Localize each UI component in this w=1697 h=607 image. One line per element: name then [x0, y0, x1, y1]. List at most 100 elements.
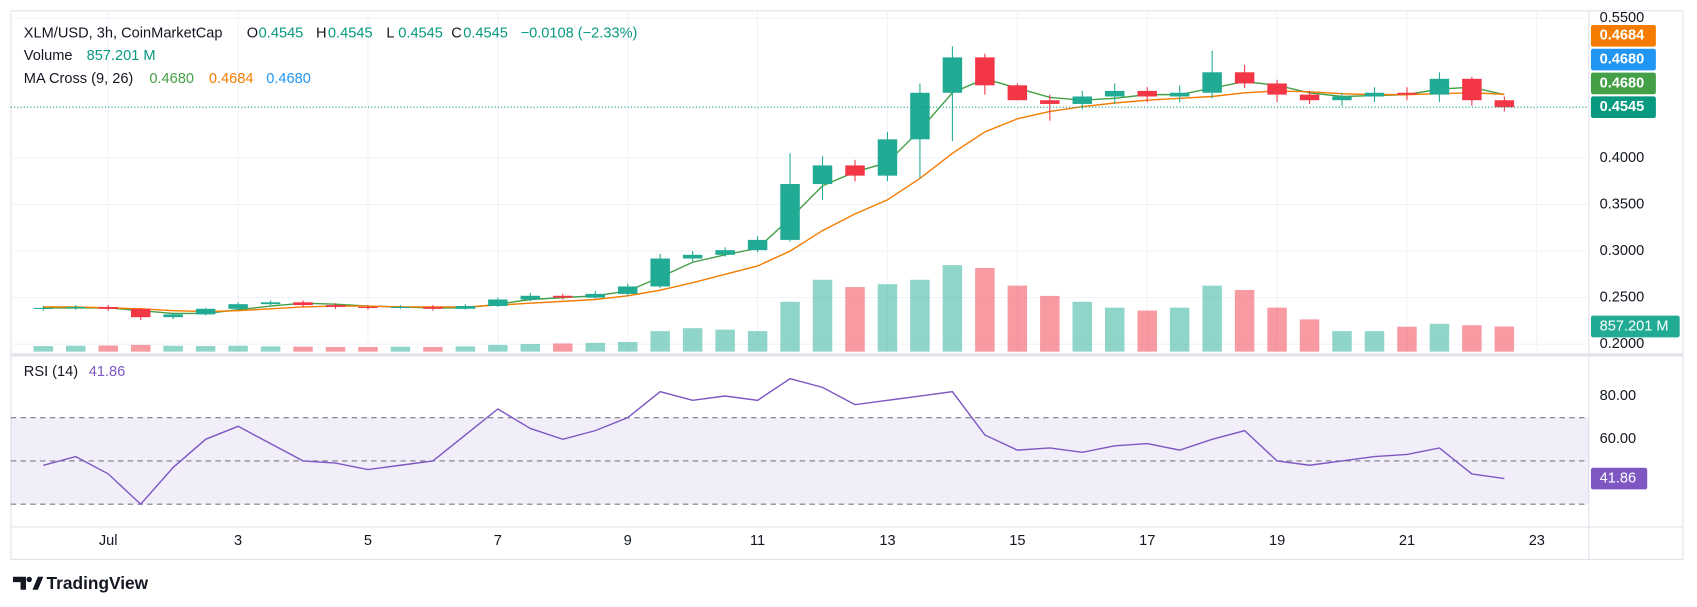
volume-bar — [1462, 325, 1482, 352]
volume-bar — [1072, 301, 1093, 352]
candle-body — [1397, 92, 1417, 95]
volume-bar — [423, 346, 443, 352]
y-tick-label: 0.3500 — [1600, 196, 1645, 212]
volume-bar — [682, 328, 703, 352]
volume-bar — [1040, 295, 1060, 352]
candle-body — [1040, 100, 1060, 104]
indicator-value: 0.4680 — [149, 71, 194, 87]
x-tick-label: 21 — [1399, 533, 1415, 549]
volume-bar — [812, 279, 833, 352]
volume-bar — [358, 346, 378, 352]
rsi-value: 41.86 — [89, 364, 126, 380]
y-tick-label: 0.2000 — [1600, 336, 1645, 352]
candle-body — [780, 184, 800, 240]
indicator-value: 0.4684 — [209, 71, 254, 87]
candle-body — [66, 306, 86, 309]
candle-body — [617, 286, 638, 294]
candle-body — [1299, 94, 1320, 101]
logo-mark — [12, 576, 26, 590]
volume-bar — [390, 346, 411, 352]
y-tick-label: 0.2500 — [1600, 289, 1645, 305]
x-tick-label: 13 — [879, 533, 895, 549]
candle-body — [130, 308, 151, 318]
volume-bar — [747, 331, 768, 352]
price-badge — [1590, 72, 1656, 95]
volume-bar — [1364, 331, 1385, 352]
volume-bar — [1397, 326, 1417, 352]
x-tick-label: 19 — [1269, 533, 1285, 549]
price-badge-label: 0.4680 — [1600, 75, 1645, 91]
volume-bar — [780, 301, 800, 352]
volume-badge — [1590, 315, 1680, 338]
ohlc-name: C — [451, 25, 462, 41]
volume-badge-label: 857.201 M — [1600, 318, 1669, 334]
frame — [10, 10, 1684, 560]
candle-body — [33, 307, 54, 309]
candle-body — [423, 306, 443, 309]
indicator-title: MA Cross (9, 26) — [24, 71, 133, 87]
volume-bar — [1494, 326, 1515, 352]
volume-bar — [1202, 285, 1222, 352]
rsi-badge — [1590, 467, 1648, 490]
logo-icon — [12, 576, 44, 590]
ohlc-name: O — [247, 25, 258, 41]
volume-bar — [910, 279, 930, 352]
candle-body — [325, 305, 346, 307]
candle-body — [1104, 90, 1125, 97]
ma-line — [43, 90, 1505, 313]
ohlc-value: 0.4545 — [463, 25, 508, 41]
volume-bar — [942, 265, 963, 352]
y-tick-label: 80.00 — [1600, 388, 1637, 404]
candle-body — [1202, 72, 1222, 93]
candle-body — [260, 302, 281, 305]
volume-bar — [650, 331, 670, 352]
candle-body — [195, 308, 216, 315]
candle-body — [877, 139, 898, 176]
candle-body — [747, 239, 768, 251]
candle-body — [1364, 92, 1385, 97]
candle-body — [455, 306, 476, 309]
x-tick-label: 23 — [1529, 533, 1545, 549]
volume-bar — [1137, 310, 1157, 352]
x-tick-label: 3 — [234, 533, 242, 549]
candle-body — [845, 165, 865, 176]
y-tick-label: 60.00 — [1600, 431, 1637, 447]
candle-body — [1494, 100, 1515, 108]
candle-body — [1137, 90, 1157, 97]
ma-line — [43, 78, 1505, 315]
candle-body — [682, 254, 703, 259]
price-badge-label: 0.4545 — [1600, 99, 1645, 115]
volume-bar — [1299, 319, 1320, 352]
volume-bar — [66, 345, 86, 352]
candle-body — [585, 293, 605, 298]
candle-body — [1429, 78, 1450, 95]
volume-bar — [228, 345, 248, 352]
price-badge — [1590, 24, 1656, 47]
indicator-value: 0.4680 — [266, 71, 311, 87]
volume-bar — [1234, 290, 1255, 352]
x-tick-label: 15 — [1009, 533, 1025, 549]
x-tick-label: 17 — [1139, 533, 1155, 549]
volume-value: 857.201 M — [87, 48, 156, 64]
x-tick-label: 7 — [494, 533, 502, 549]
x-tick-label: 11 — [750, 533, 765, 549]
price-badge-label: 0.4684 — [1600, 28, 1646, 44]
price-badge — [1590, 96, 1656, 119]
volume-bar — [293, 346, 313, 352]
candle-body — [975, 57, 995, 86]
volume-bar — [975, 268, 995, 352]
candle-body — [1267, 83, 1287, 95]
candle-body — [488, 299, 508, 307]
logo-dot — [26, 576, 32, 583]
x-tick-label: 5 — [364, 533, 372, 549]
volume-bar — [130, 344, 151, 352]
rsi-line — [43, 377, 1505, 506]
candle-body — [1072, 96, 1093, 104]
volume-bar — [1104, 307, 1125, 352]
candle-body — [1169, 92, 1190, 97]
volume-bar — [488, 344, 508, 352]
candle-body — [163, 314, 183, 318]
x-tick-label: Jul — [99, 533, 118, 549]
candle-body — [942, 57, 963, 93]
